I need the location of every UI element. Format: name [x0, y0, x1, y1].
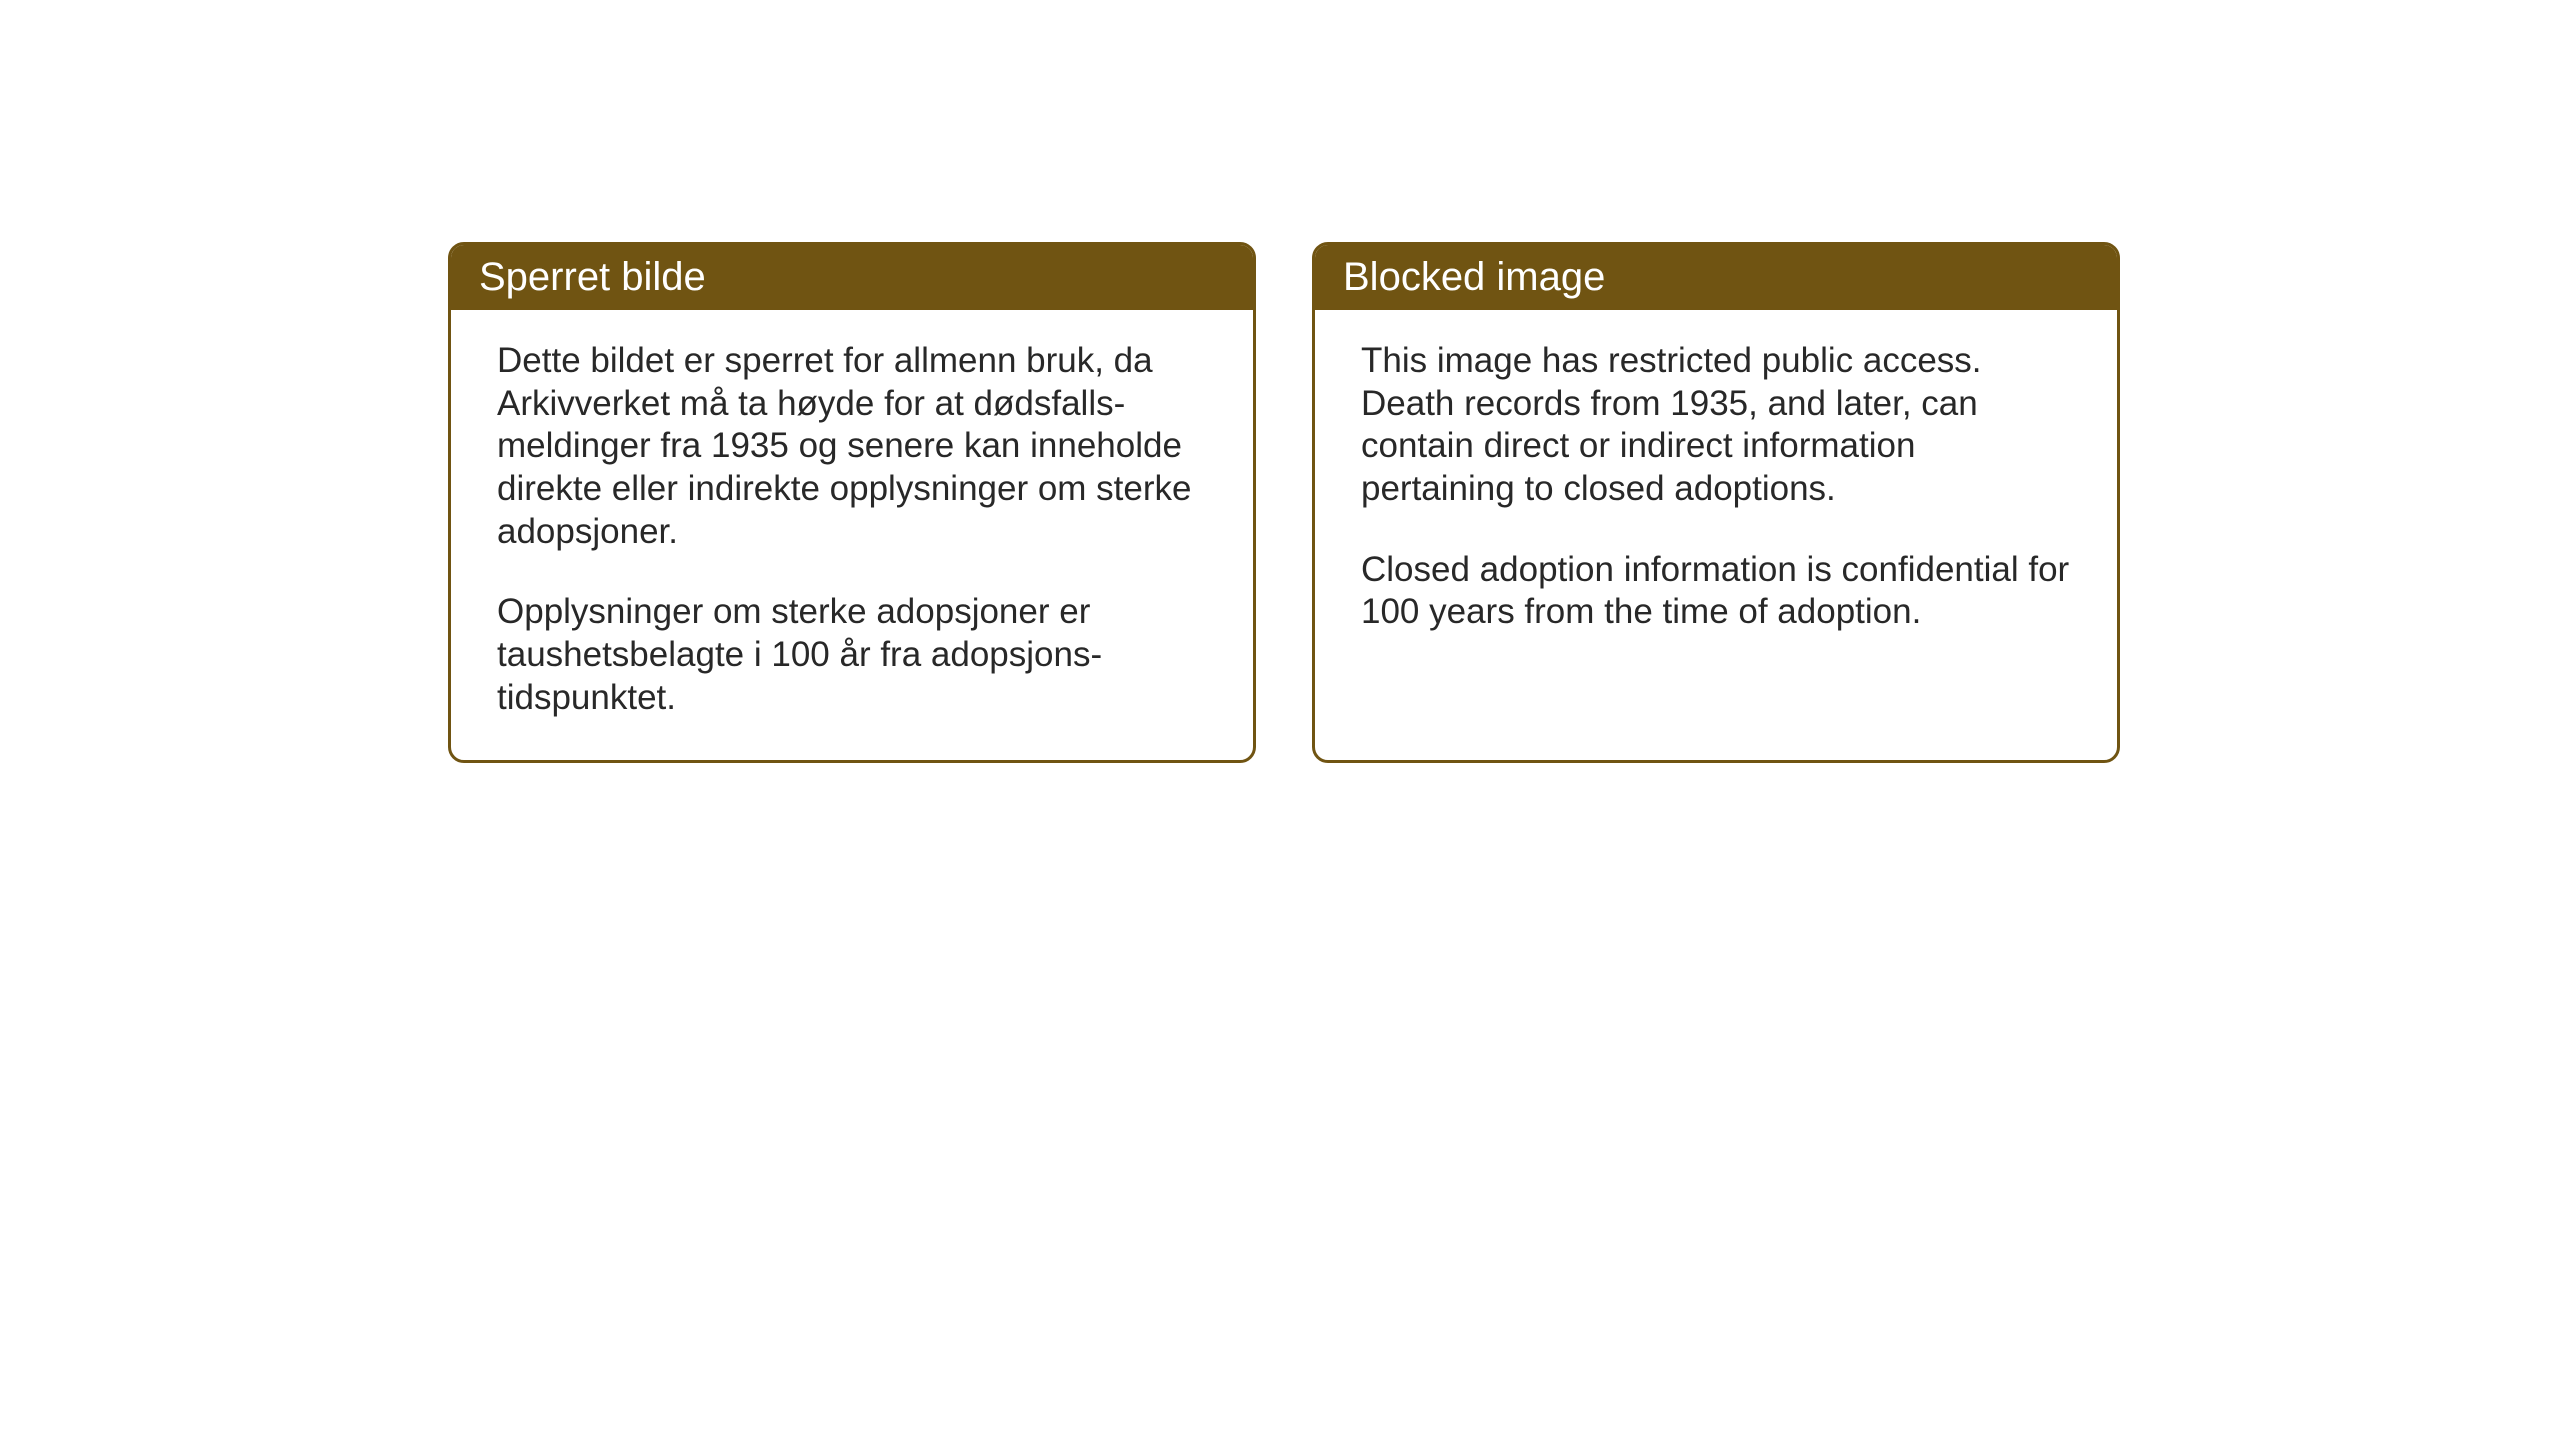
card-title-english: Blocked image — [1343, 255, 1605, 299]
card-body-english: This image has restricted public access.… — [1315, 310, 2117, 742]
card-paragraph-1-norwegian: Dette bildet er sperret for allmenn bruk… — [497, 340, 1207, 553]
card-title-norwegian: Sperret bilde — [479, 255, 706, 299]
notice-cards-container: Sperret bilde Dette bildet er sperret fo… — [448, 242, 2120, 763]
card-body-norwegian: Dette bildet er sperret for allmenn bruk… — [451, 310, 1253, 760]
notice-card-english: Blocked image This image has restricted … — [1312, 242, 2120, 763]
card-paragraph-1-english: This image has restricted public access.… — [1361, 340, 2071, 511]
notice-card-norwegian: Sperret bilde Dette bildet er sperret fo… — [448, 242, 1256, 763]
card-paragraph-2-norwegian: Opplysninger om sterke adopsjoner er tau… — [497, 591, 1207, 719]
card-paragraph-2-english: Closed adoption information is confident… — [1361, 549, 2071, 634]
card-header-english: Blocked image — [1315, 245, 2117, 310]
card-header-norwegian: Sperret bilde — [451, 245, 1253, 310]
